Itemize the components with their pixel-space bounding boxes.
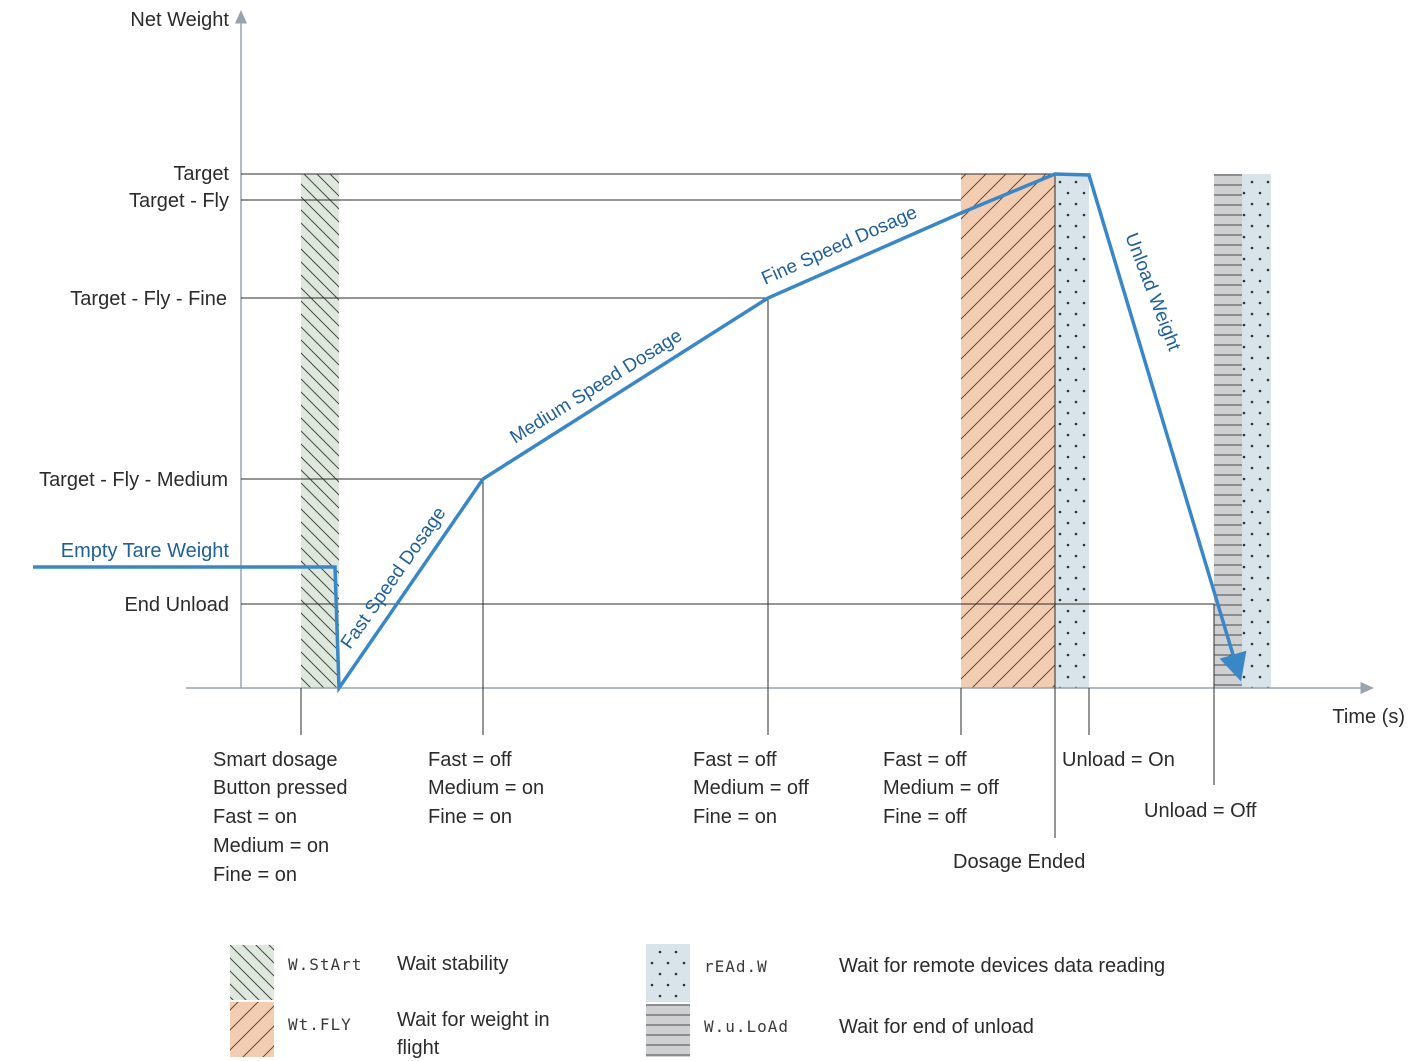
medium-speed-label: Medium Speed Dosage xyxy=(507,325,687,448)
legend-text: Wait for remote devices data reading xyxy=(839,955,1165,977)
event-line: Medium = off xyxy=(883,777,999,799)
x-axis-label: Time (s) xyxy=(1332,706,1405,728)
event-line: Fine = on xyxy=(428,806,512,828)
weight-in-flight-zone xyxy=(961,174,1055,688)
event-line: Fine = on xyxy=(693,806,777,828)
event-lines xyxy=(300,174,1215,838)
label-empty-tare: Empty Tare Weight xyxy=(61,540,230,562)
label-target-fly-fine: Target - Fly - Fine xyxy=(70,288,227,310)
legend-swatch-end-unload xyxy=(646,1004,690,1057)
unload-weight-label: Unload Weight xyxy=(1120,230,1184,354)
fine-speed-label: Fine Speed Dosage xyxy=(758,202,920,289)
legend-text: Wait for end of unload xyxy=(839,1016,1034,1038)
remote-read-zone xyxy=(1055,174,1089,688)
legend-code: W.u.LoAd xyxy=(704,1017,789,1036)
legend-swatch-remote-read xyxy=(646,944,690,1002)
event-line: Fast = on xyxy=(213,806,297,828)
reference-lines xyxy=(241,173,1214,605)
legend-text: Wait for weight in xyxy=(397,1009,550,1031)
label-target-fly-medium: Target - Fly - Medium xyxy=(39,469,228,491)
y-axis-label: Net Weight xyxy=(130,9,229,31)
legend-swatch-wait-stability xyxy=(230,945,274,1000)
remote-read-zone-2 xyxy=(1242,174,1271,688)
legend-code: Wt.FLY xyxy=(288,1015,352,1034)
event-line: Fine = off xyxy=(883,806,967,828)
event-line: Smart dosage xyxy=(213,749,338,771)
label-target-fly: Target - Fly xyxy=(129,190,229,212)
wait-stability-zone xyxy=(301,174,339,688)
legend-code: rEAd.W xyxy=(704,957,768,976)
legend-text: flight xyxy=(397,1037,440,1059)
label-end-unload: End Unload xyxy=(124,594,229,616)
event-line: Fast = off xyxy=(428,749,512,771)
event-line: Fast = off xyxy=(693,749,777,771)
after-fast-event-text: Fast = off Medium = on Fine = on xyxy=(428,749,544,828)
legend-code: W.StArt xyxy=(288,955,362,974)
unload-off-text: Unload = Off xyxy=(1144,800,1257,822)
fast-speed-label: Fast Speed Dosage xyxy=(337,503,451,653)
legend-swatch-weight-in-flight xyxy=(230,1002,274,1057)
after-medium-event-text: Fast = off Medium = off Fine = on xyxy=(693,749,809,828)
dosage-ended-text: Dosage Ended xyxy=(953,851,1085,873)
event-line: Fast = off xyxy=(883,749,967,771)
event-line: Medium = off xyxy=(693,777,809,799)
label-target: Target xyxy=(173,163,229,185)
weight-curve xyxy=(33,172,1247,694)
event-line: Medium = on xyxy=(428,777,544,799)
legend: W.StArt Wait stability Wt.FLY Wait for w… xyxy=(230,944,1165,1059)
event-line: Fine = on xyxy=(213,864,297,886)
after-fine-event-text: Fast = off Medium = off Fine = off xyxy=(883,749,999,828)
event-line: Button pressed xyxy=(213,777,348,799)
unload-on-text: Unload = On xyxy=(1062,749,1175,771)
legend-text: Wait stability xyxy=(397,953,509,975)
start-event-text: Smart dosage Button pressed Fast = on Me… xyxy=(213,749,348,886)
event-line: Medium = on xyxy=(213,835,329,857)
